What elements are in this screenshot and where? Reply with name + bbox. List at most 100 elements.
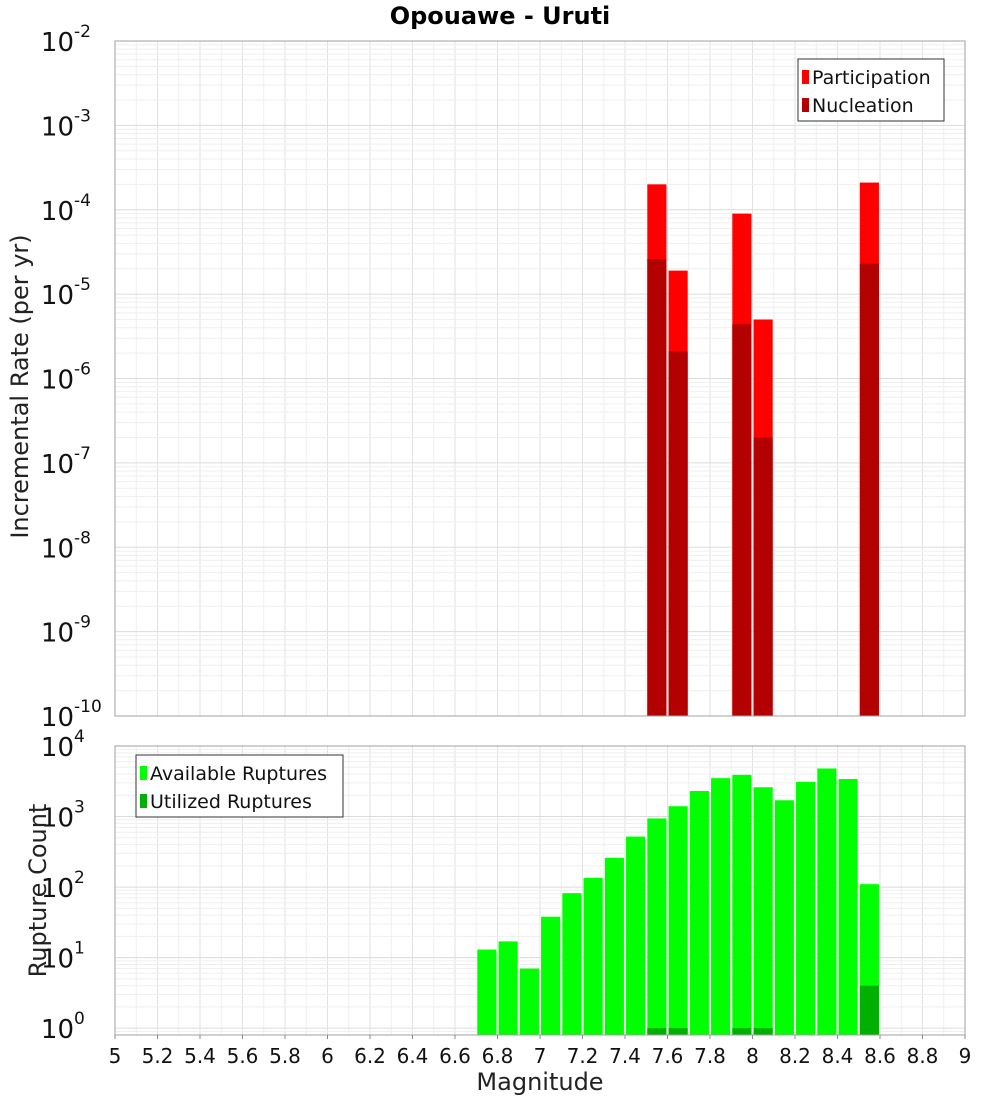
- y-tick-label: 10: [41, 945, 74, 975]
- legend-box: [797, 58, 945, 122]
- legend-swatch: [140, 794, 147, 808]
- bar-utilized-ruptures: [732, 1028, 752, 1035]
- y-tick-exponent: 2: [74, 868, 85, 888]
- bar-available-ruptures: [477, 949, 497, 1035]
- bar-available-ruptures: [626, 836, 646, 1035]
- bar-available-ruptures: [583, 877, 603, 1035]
- top-grid: [114, 40, 966, 717]
- y-tick-label: 10: [41, 112, 74, 142]
- x-tick-label: 5.4: [184, 1044, 216, 1068]
- x-tick-label: 6: [321, 1044, 334, 1068]
- y-tick-label: 10: [41, 703, 74, 733]
- y-tick-label: 10: [41, 366, 74, 396]
- bar-nucleation: [753, 437, 773, 716]
- bar-available-ruptures: [796, 781, 816, 1035]
- bar-available-ruptures: [519, 968, 539, 1035]
- top-legend: Participation Nucleation: [797, 58, 945, 122]
- bar-available-ruptures: [668, 806, 688, 1035]
- bar-available-ruptures: [838, 779, 858, 1035]
- y-tick-exponent: -8: [74, 528, 91, 548]
- bar-nucleation: [732, 324, 752, 716]
- y-tick-label: 10: [41, 28, 74, 58]
- y-tick-exponent: -7: [74, 444, 91, 464]
- y-tick-label: 10: [41, 450, 74, 480]
- x-tick-label: 7.4: [609, 1044, 641, 1068]
- x-tick-label: 5.8: [269, 1044, 301, 1068]
- bar-available-ruptures: [498, 941, 518, 1035]
- y-tick-label: 10: [41, 1015, 74, 1045]
- top-plot-frame: [114, 40, 966, 717]
- bar-available-ruptures: [647, 818, 667, 1035]
- y-tick-exponent: -4: [74, 191, 91, 211]
- x-tick-label: 6.8: [482, 1044, 514, 1068]
- x-tick-label: 8.6: [864, 1044, 896, 1068]
- bar-available-ruptures: [689, 791, 709, 1035]
- y-tick-exponent: -10: [74, 697, 102, 717]
- legend-swatch: [802, 70, 809, 84]
- bar-available-ruptures: [711, 778, 731, 1035]
- legend-label: Available Ruptures: [150, 763, 327, 785]
- bottom-bars: [477, 768, 879, 1035]
- x-tick-label: 5.2: [142, 1044, 174, 1068]
- y-tick-exponent: 3: [74, 798, 85, 818]
- y-tick-label: 10: [41, 804, 74, 834]
- y-tick-exponent: -6: [74, 360, 91, 380]
- y-tick-label: 10: [41, 534, 74, 564]
- x-tick-label: 7.2: [567, 1044, 599, 1068]
- x-tick-label: 6.4: [397, 1044, 429, 1068]
- chart-title: Opouawe - Uruti: [390, 2, 611, 30]
- legend-swatch: [140, 766, 147, 780]
- y-tick-exponent: 4: [74, 727, 85, 747]
- bar-available-ruptures: [604, 857, 624, 1035]
- x-tick-label: 8: [746, 1044, 759, 1068]
- bar-available-ruptures: [753, 787, 773, 1035]
- bar-nucleation: [859, 263, 879, 716]
- bottom-y-axis-label: Rupture Count: [24, 804, 52, 978]
- y-tick-label: 10: [41, 281, 74, 311]
- y-tick-label: 10: [41, 733, 74, 763]
- legend-label: Utilized Ruptures: [150, 791, 312, 813]
- legend-label: Participation: [812, 67, 931, 89]
- x-tick-label: 7.6: [652, 1044, 684, 1068]
- x-tick-label: 8.2: [779, 1044, 811, 1068]
- bottom-legend: Available Ruptures Utilized Ruptures: [135, 754, 344, 818]
- x-tick-label: 7.8: [694, 1044, 726, 1068]
- y-tick-label: 10: [41, 619, 74, 649]
- x-tick-label: 5: [109, 1044, 122, 1068]
- y-tick-exponent: 0: [74, 1009, 85, 1029]
- x-tick-label: 8.8: [907, 1044, 939, 1068]
- bar-available-ruptures: [817, 768, 837, 1035]
- bar-available-ruptures: [774, 800, 794, 1035]
- bar-available-ruptures: [562, 893, 582, 1035]
- y-tick-exponent: -9: [74, 613, 91, 633]
- legend-label: Nucleation: [812, 95, 914, 117]
- y-tick-exponent: -5: [74, 275, 91, 295]
- bar-utilized-ruptures: [753, 1028, 773, 1035]
- bar-utilized-ruptures: [647, 1028, 667, 1035]
- y-tick-exponent: -3: [74, 106, 91, 126]
- x-tick-label: 6.6: [439, 1044, 471, 1068]
- x-tick-label: 5.6: [227, 1044, 259, 1068]
- y-tick-exponent: 1: [74, 939, 85, 959]
- bar-nucleation: [647, 259, 667, 716]
- legend-box: [135, 754, 344, 818]
- x-tick-label: 8.4: [822, 1044, 854, 1068]
- x-ticks: 5 5.2 5.4 5.6 5.8 6 6.2 6.4 6.6 6.8 7 7.2 7.4 7.6 7.8 8…: [109, 1035, 972, 1068]
- x-tick-label: 7: [534, 1044, 547, 1068]
- bar-nucleation: [668, 351, 688, 716]
- y-tick-label: 10: [41, 874, 74, 904]
- top-bars: [647, 182, 879, 717]
- y-tick-label: 10: [41, 197, 74, 227]
- bar-utilized-ruptures: [859, 985, 879, 1035]
- bar-utilized-ruptures: [668, 1028, 688, 1035]
- bar-available-ruptures: [541, 916, 561, 1035]
- x-tick-label: 9: [959, 1044, 972, 1068]
- y-tick-exponent: -2: [74, 22, 91, 42]
- legend-swatch: [802, 98, 809, 112]
- top-y-axis-label: Incremental Rate (per yr): [6, 234, 34, 538]
